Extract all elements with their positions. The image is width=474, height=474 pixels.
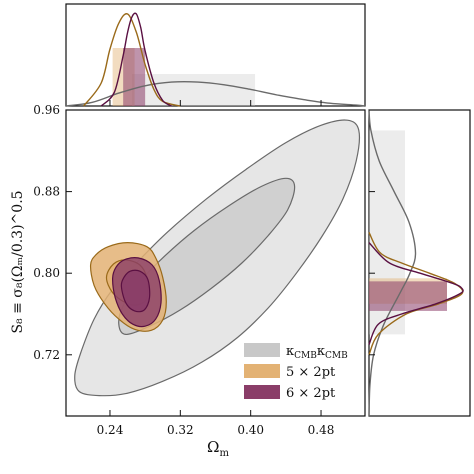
top-marginal-fills (112, 48, 256, 106)
y-tick-label: 0.72 (33, 348, 60, 362)
top-marginal-panel (65, 3, 366, 107)
top-band-6x2pt (123, 48, 146, 106)
x-tick-label: 0.24 (97, 423, 124, 437)
top-curve-6x2pt (100, 12, 172, 107)
top-curve-kcmb (65, 80, 366, 107)
legend-swatch-6x2pt (244, 385, 280, 399)
legend-swatch-5x2pt (244, 364, 280, 378)
contour-layers (74, 119, 360, 397)
x-axis-label: Ωm (207, 438, 229, 459)
top-marginal-curves (65, 12, 366, 107)
right-marginal-frame (368, 109, 471, 417)
legend-swatch-kcmb (244, 343, 280, 357)
y-tick-label: 0.80 (33, 266, 60, 280)
right-marginal-curves (368, 109, 464, 417)
right-marginal-fills (369, 130, 447, 335)
y-axis-ticks: 0.72 0.80 0.88 0.96 (33, 103, 375, 362)
top-curve-5x2pt (83, 13, 181, 107)
top-marginal-frame (65, 3, 366, 107)
legend-label-6x2pt: 6 × 2pt (286, 386, 336, 401)
x-axis-ticks: 0.24 0.32 0.40 0.48 (97, 100, 335, 437)
main-panel: 0.24 0.32 0.40 0.48 0.72 0.80 0.88 0.96 (33, 100, 375, 437)
y-tick-label: 0.88 (33, 185, 60, 199)
x-tick-label: 0.32 (167, 423, 194, 437)
y-axis-label: S₈ ≡ σ₈(Ωₘ/0.3)^0.5 (10, 190, 26, 333)
y-tick-label: 0.96 (33, 103, 60, 117)
x-tick-label: 0.40 (237, 423, 264, 437)
right-curve-6x2pt (368, 242, 464, 345)
legend-label-kcmb: κCMBκCMB (286, 344, 348, 361)
x-tick-label: 0.48 (308, 423, 335, 437)
legend-label-5x2pt: 5 × 2pt (286, 365, 336, 380)
main-panel-frame (65, 109, 366, 417)
right-marginal-panel (368, 109, 471, 417)
right-curve-kcmb (368, 109, 417, 417)
contour-68-6x2pt (120, 269, 151, 313)
legend: κCMBκCMB 5 × 2pt 6 × 2pt (244, 343, 348, 401)
right-band-6x2pt (369, 281, 447, 311)
